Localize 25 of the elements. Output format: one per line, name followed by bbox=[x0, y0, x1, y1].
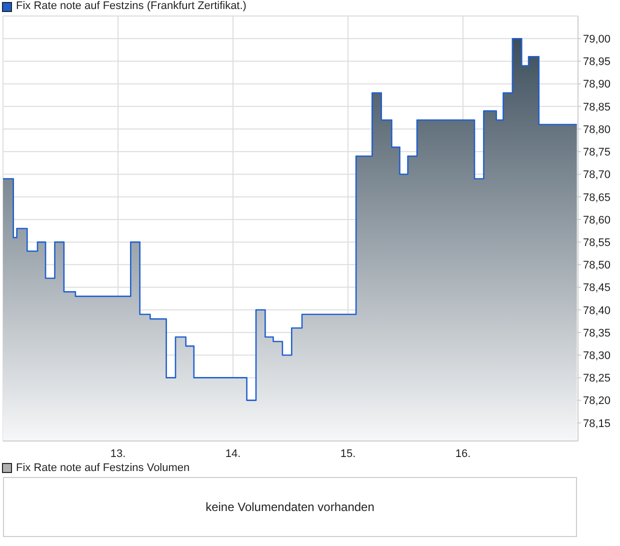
y-tick-label: 78,25 bbox=[583, 372, 611, 385]
x-tick-label: 14. bbox=[225, 448, 241, 460]
legend-label: Fix Rate note auf Festzins (Frankfurt Zertifikat.) bbox=[16, 0, 246, 13]
y-tick-label: 78,50 bbox=[583, 260, 611, 272]
y-tick-label: 78,40 bbox=[583, 304, 611, 317]
x-tick-label: 13. bbox=[110, 448, 126, 460]
y-tick-label: 78,85 bbox=[583, 101, 611, 114]
y-tick-label: 78,55 bbox=[583, 236, 611, 249]
y-tick-label: 78,65 bbox=[583, 192, 611, 204]
y-tick-label: 78,30 bbox=[583, 350, 611, 362]
y-tick-label: 78,80 bbox=[583, 124, 611, 136]
y-tick-label: 78,70 bbox=[583, 169, 611, 182]
y-tick-label: 78,15 bbox=[583, 418, 611, 430]
text: Fix Rate note auf Festzins Volumen bbox=[16, 462, 190, 474]
y-tick-label: 78,20 bbox=[583, 395, 611, 408]
panel-frame: keine Volumendaten vorhanden bbox=[3, 477, 577, 537]
x-tick-label: 16. bbox=[455, 448, 471, 460]
y-tick-label: 78,90 bbox=[583, 78, 611, 91]
x-tick-label: 15. bbox=[340, 448, 356, 460]
y-tick-label: 78,75 bbox=[583, 146, 611, 159]
y-tick-label: 78,95 bbox=[583, 56, 611, 68]
y-tick-label: 78,35 bbox=[583, 327, 611, 340]
y-tick-label: 79,00 bbox=[583, 34, 611, 46]
y-tick-label: 78,60 bbox=[583, 214, 611, 226]
y-tick-label: 78,45 bbox=[583, 282, 611, 294]
